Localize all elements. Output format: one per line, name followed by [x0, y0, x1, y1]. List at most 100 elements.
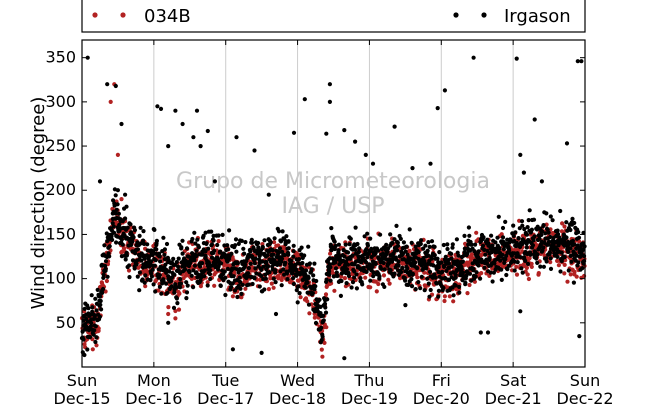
point-irgason-1032 [385, 249, 390, 254]
point-irgason-354 [184, 290, 190, 295]
point-irgason-470 [219, 261, 224, 266]
point-irgason-924 [353, 247, 358, 252]
point-034b-240 [166, 305, 171, 310]
point-irgason-1172 [426, 281, 431, 286]
legend-marker-034b-2 [120, 12, 126, 18]
point-irgason-802 [317, 297, 322, 302]
point-irgason-320 [174, 260, 179, 265]
outlier-irgason-26 [327, 82, 332, 87]
point-irgason-1302 [465, 251, 470, 256]
point-irgason-493 [226, 247, 231, 252]
outlier-irgason-4 [97, 179, 103, 184]
point-irgason-1609 [555, 232, 561, 237]
point-irgason-184 [134, 262, 139, 267]
point-irgason-1068 [395, 243, 401, 248]
point-irgason-1418 [499, 267, 504, 272]
point-irgason-347 [182, 267, 188, 272]
point-irgason-1556 [540, 229, 545, 234]
point-irgason-1267 [454, 237, 459, 242]
point-irgason-1191 [432, 272, 437, 277]
point-034b-1024 [447, 294, 452, 299]
point-irgason-732 [296, 284, 301, 289]
point-irgason-1423 [500, 225, 506, 231]
point-irgason-788 [313, 284, 318, 289]
point-irgason-461 [216, 233, 221, 238]
point-irgason-1208 [437, 250, 442, 255]
point-irgason-254 [154, 238, 159, 243]
outlier-034b-11 [173, 316, 178, 321]
point-irgason-22 [86, 306, 91, 311]
point-irgason-295 [167, 269, 172, 274]
point-irgason-533 [237, 275, 242, 280]
point-irgason-1228 [443, 275, 448, 281]
point-irgason-1257 [451, 293, 456, 298]
point-irgason-673 [278, 239, 284, 244]
point-irgason-1007 [378, 232, 383, 237]
point-irgason-729 [295, 300, 300, 305]
point-irgason-565 [246, 266, 251, 271]
point-irgason-1170 [426, 240, 431, 245]
point-034b-534 [272, 240, 277, 245]
point-034b-349 [205, 280, 210, 285]
point-irgason-821 [322, 301, 328, 306]
point-irgason-647 [271, 252, 276, 257]
point-irgason-1691 [580, 266, 585, 271]
point-irgason-152 [124, 253, 129, 258]
point-irgason-1653 [569, 259, 574, 264]
point-irgason-1356 [480, 243, 486, 248]
point-irgason-963 [365, 231, 370, 236]
point-irgason-114 [113, 211, 118, 216]
point-034b-1243 [526, 276, 532, 282]
point-irgason-102 [110, 237, 115, 242]
point-irgason-1607 [555, 228, 560, 233]
outlier-034b-14 [230, 294, 235, 299]
point-034b-1344 [562, 224, 567, 229]
watermark-line-2: IAG / USP [282, 194, 385, 219]
point-irgason-276 [161, 235, 166, 240]
point-irgason-211 [142, 256, 147, 261]
x-tick-day-1: Mon [137, 371, 171, 390]
point-irgason-1192 [432, 244, 437, 249]
point-irgason-973 [368, 236, 373, 241]
point-irgason-302 [169, 278, 174, 284]
point-irgason-700 [286, 246, 291, 251]
point-irgason-676 [279, 283, 284, 288]
point-irgason-124 [116, 211, 121, 216]
point-034b-1097 [474, 230, 479, 235]
point-irgason-780 [310, 291, 315, 296]
x-axis: SunDec-15MonDec-16TueDec-17WedDec-18ThuD… [53, 40, 614, 408]
point-irgason-575 [250, 240, 255, 245]
outlier-irgason-51 [403, 303, 408, 308]
point-irgason-605 [259, 267, 264, 272]
point-irgason-1393 [492, 261, 497, 266]
point-irgason-419 [203, 253, 208, 258]
point-irgason-655 [273, 280, 278, 285]
point-034b-1377 [574, 274, 579, 279]
point-034b-175 [143, 284, 148, 289]
point-034b-547 [276, 276, 281, 281]
point-irgason-1437 [505, 267, 510, 272]
point-irgason-353 [184, 296, 189, 301]
point-irgason-74 [101, 272, 106, 277]
point-irgason-618 [262, 238, 267, 243]
point-irgason-742 [299, 245, 304, 250]
point-irgason-639 [268, 240, 273, 245]
point-irgason-1158 [422, 259, 427, 264]
point-irgason-379 [192, 230, 197, 235]
point-irgason-200 [139, 258, 144, 263]
point-irgason-843 [329, 226, 334, 231]
point-irgason-1525 [530, 243, 536, 248]
point-irgason-1161 [423, 243, 428, 248]
point-irgason-1093 [403, 249, 408, 254]
point-irgason-1254 [451, 270, 456, 275]
point-irgason-986 [371, 270, 376, 275]
point-034b-1272 [536, 271, 541, 276]
point-irgason-561 [246, 271, 251, 276]
outlier-034b-8 [119, 197, 124, 202]
point-irgason-198 [138, 225, 143, 230]
outlier-irgason-32 [392, 124, 397, 129]
point-irgason-1207 [436, 288, 441, 293]
point-034b-825 [376, 281, 381, 287]
point-irgason-1345 [478, 276, 483, 281]
point-irgason-1178 [428, 287, 433, 293]
